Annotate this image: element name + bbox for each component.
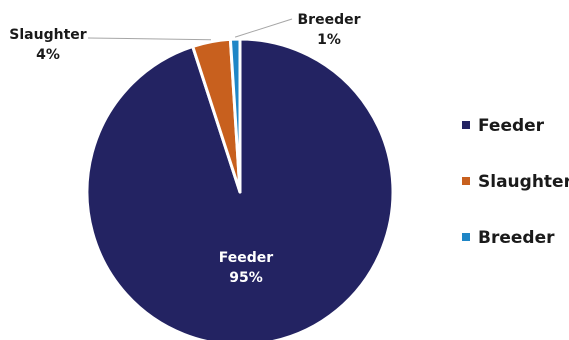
leader-line-breeder [234, 18, 293, 38]
legend-swatch-slaughter [462, 177, 470, 185]
data-label-breeder-value: 1% [317, 32, 341, 48]
legend: Feeder Slaughter Breeder [462, 116, 569, 248]
legend-label-feeder: Feeder [478, 116, 545, 136]
data-label-breeder-name: Breeder [298, 12, 361, 28]
data-label-slaughter-value: 4% [36, 47, 60, 63]
legend-label-slaughter: Slaughter [478, 172, 569, 192]
pie-slice-breeder [228, 37, 242, 194]
leader-line-slaughter [87, 37, 212, 41]
legend-swatch-feeder [462, 121, 470, 129]
pie-slice-feeder [85, 37, 395, 340]
data-label-feeder-name: Feeder [219, 250, 274, 266]
pie-slices [85, 37, 395, 340]
data-label-feeder-value: 95% [229, 270, 263, 286]
legend-label-breeder: Breeder [478, 228, 555, 248]
leader-lines [87, 18, 293, 41]
legend-swatch-breeder [462, 233, 470, 241]
data-label-slaughter-name: Slaughter [9, 27, 86, 43]
